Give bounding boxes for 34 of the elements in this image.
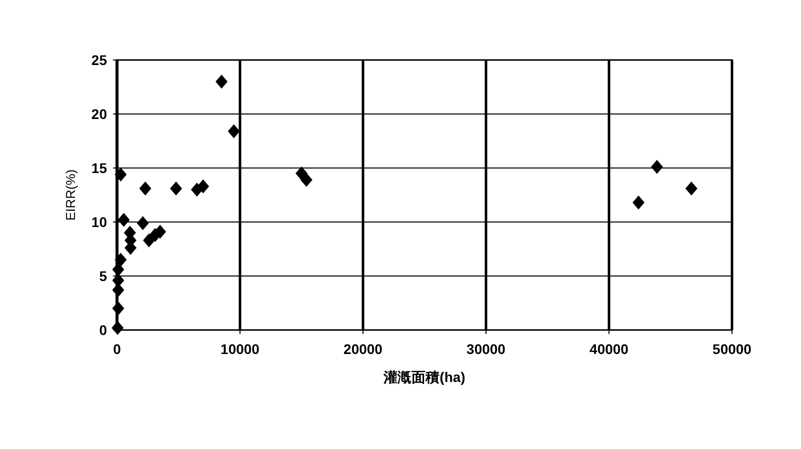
point [136, 216, 149, 230]
y-tick-label: 0 [99, 322, 108, 338]
point [112, 283, 124, 298]
x-tick-label: 10000 [220, 341, 260, 357]
point [139, 182, 152, 196]
point [142, 233, 155, 248]
x-tick-label: 20000 [344, 341, 383, 357]
x-tick-label: 30000 [466, 341, 506, 357]
x-tick-label: 40000 [590, 341, 629, 357]
y-tick-label: 25 [91, 52, 108, 68]
point [216, 74, 228, 89]
point [114, 167, 127, 182]
x-tick-label: 0 [113, 341, 122, 357]
point [197, 179, 210, 194]
point [112, 320, 124, 335]
point [112, 262, 124, 277]
y-axis-title: EIRR(%) [63, 169, 78, 221]
y-tick-label: 15 [91, 160, 108, 176]
point [685, 182, 698, 196]
point [650, 160, 663, 174]
x-axis-title: 灌漑面積(ha) [382, 369, 466, 385]
point [632, 196, 645, 210]
point [112, 301, 124, 316]
y-tick-label: 10 [91, 214, 108, 230]
point [300, 172, 312, 187]
point [114, 252, 127, 267]
point [228, 124, 240, 138]
point [154, 224, 166, 239]
point [118, 212, 130, 227]
point [170, 182, 182, 196]
point [112, 273, 124, 288]
y-tick-label: 20 [91, 106, 108, 122]
y-tick-label: 5 [99, 268, 108, 284]
x-tick-label: 50000 [712, 341, 752, 357]
